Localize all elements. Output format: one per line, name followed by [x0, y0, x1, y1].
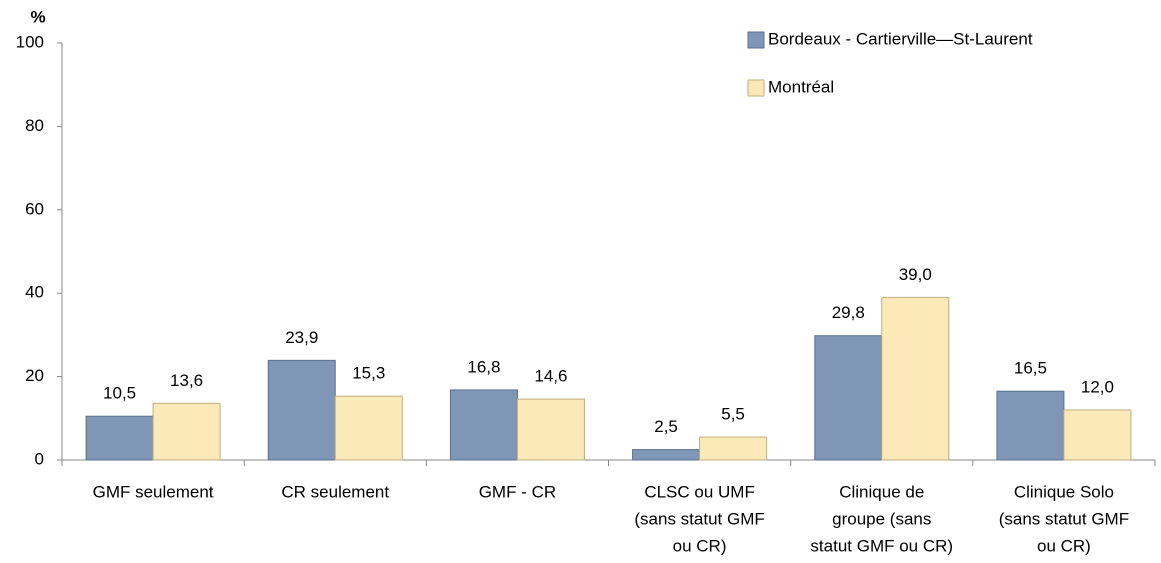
value-label: 14,6	[534, 367, 567, 386]
legend-label: Bordeaux - Cartierville—St-Laurent	[768, 29, 1033, 48]
x-tick-label: CLSC ou UMF	[644, 482, 755, 501]
y-tick-label: 20	[25, 366, 44, 385]
x-tick-label: ou CR)	[1037, 536, 1091, 555]
value-label: 23,9	[285, 328, 318, 347]
bar	[152, 402, 221, 461]
value-label: 39,0	[899, 265, 932, 284]
y-tick-label: 60	[25, 199, 44, 218]
bar	[1063, 409, 1132, 461]
value-label: 10,5	[103, 384, 136, 403]
value-label: 16,8	[467, 357, 500, 376]
bar	[632, 449, 701, 461]
legend-swatch	[747, 79, 765, 97]
bar	[267, 359, 336, 461]
value-label: 5,5	[721, 405, 745, 424]
x-tick-label: (sans statut GMF	[634, 509, 764, 528]
bar	[814, 335, 883, 461]
x-tick-label: GMF seulement	[93, 482, 214, 501]
bar	[996, 390, 1065, 461]
bar	[699, 436, 768, 461]
bar	[449, 389, 518, 461]
bar	[85, 415, 154, 461]
x-tick-label: Clinique de	[839, 482, 924, 501]
x-tick-label: ou CR)	[673, 536, 727, 555]
legend-label: Montréal	[768, 77, 834, 96]
legend-swatch	[747, 31, 765, 49]
value-label: 15,3	[352, 364, 385, 383]
bar	[334, 395, 403, 461]
x-tick-label: groupe (sans	[832, 509, 931, 528]
value-label: 2,5	[654, 417, 678, 436]
value-label: 29,8	[832, 303, 865, 322]
bar	[881, 296, 950, 461]
x-tick-label: CR seulement	[281, 482, 389, 501]
bar	[516, 398, 585, 461]
y-tick-label: 80	[25, 116, 44, 135]
value-label: 16,5	[1014, 359, 1047, 378]
y-tick-label: 0	[35, 449, 44, 468]
x-tick-label: statut GMF ou CR)	[810, 536, 953, 555]
x-tick-label: Clinique Solo	[1014, 482, 1114, 501]
value-label: 12,0	[1081, 377, 1114, 396]
y-axis-label: %	[30, 7, 45, 26]
y-tick-label: 100	[16, 32, 44, 51]
x-tick-label: (sans statut GMF	[999, 509, 1129, 528]
x-tick-label: GMF - CR	[479, 482, 556, 501]
value-label: 13,6	[170, 371, 203, 390]
y-tick-label: 40	[25, 283, 44, 302]
